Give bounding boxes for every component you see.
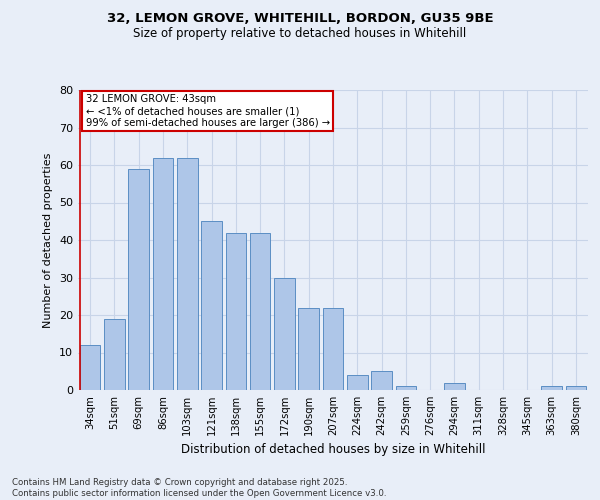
Y-axis label: Number of detached properties: Number of detached properties <box>43 152 53 328</box>
Bar <box>566 386 586 390</box>
Bar <box>371 371 392 390</box>
Bar <box>347 375 368 390</box>
Bar <box>395 386 416 390</box>
Bar <box>298 308 319 390</box>
Bar <box>152 158 173 390</box>
Bar <box>177 158 197 390</box>
Text: Contains HM Land Registry data © Crown copyright and database right 2025.
Contai: Contains HM Land Registry data © Crown c… <box>12 478 386 498</box>
Bar <box>80 345 100 390</box>
Text: Distribution of detached houses by size in Whitehill: Distribution of detached houses by size … <box>181 442 485 456</box>
Text: 32 LEMON GROVE: 43sqm
← <1% of detached houses are smaller (1)
99% of semi-detac: 32 LEMON GROVE: 43sqm ← <1% of detached … <box>86 94 330 128</box>
Bar <box>444 382 465 390</box>
Bar <box>250 232 271 390</box>
Bar <box>104 319 125 390</box>
Bar <box>128 169 149 390</box>
Bar <box>201 221 222 390</box>
Bar <box>323 308 343 390</box>
Text: Size of property relative to detached houses in Whitehill: Size of property relative to detached ho… <box>133 28 467 40</box>
Text: 32, LEMON GROVE, WHITEHILL, BORDON, GU35 9BE: 32, LEMON GROVE, WHITEHILL, BORDON, GU35… <box>107 12 493 26</box>
Bar <box>541 386 562 390</box>
Bar <box>226 232 246 390</box>
Bar <box>274 278 295 390</box>
